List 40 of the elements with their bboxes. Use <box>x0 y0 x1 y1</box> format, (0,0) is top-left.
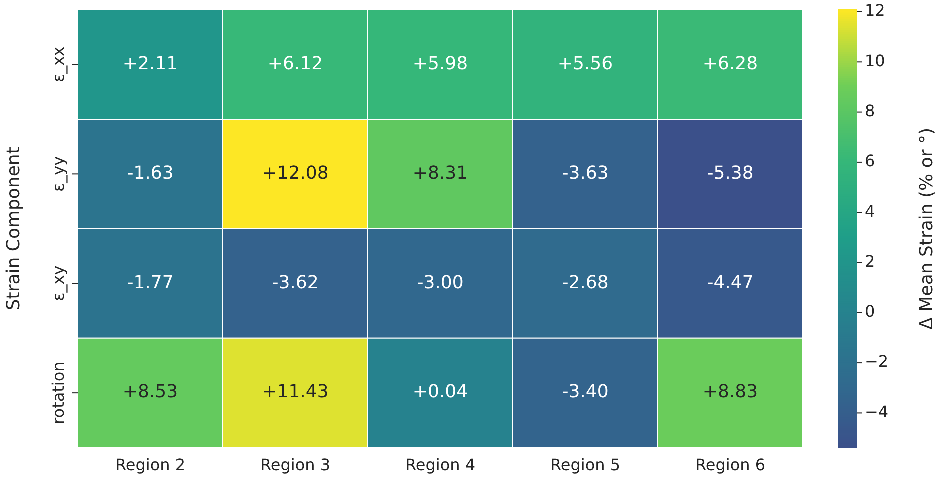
data-label: +5.98 <box>412 53 468 74</box>
data-label: +12.08 <box>262 162 329 184</box>
color-bar-label: 4 <box>865 202 876 221</box>
data-label: +6.12 <box>268 53 324 74</box>
data-label: -1.63 <box>127 162 174 184</box>
x-tick-label: Region 2 <box>115 456 186 475</box>
data-label: +8.53 <box>122 382 178 403</box>
data-label: +5.56 <box>558 53 614 74</box>
data-label: -3.40 <box>562 382 609 403</box>
color-bar-label: 0 <box>865 302 876 322</box>
y-tick-label: ε_xx <box>49 46 68 83</box>
color-bar-label: 6 <box>865 152 876 171</box>
y-tick-label: rotation <box>49 362 68 424</box>
color-bar-title: Δ Mean Strain (% or °) <box>916 128 938 330</box>
x-tick-label: Region 6 <box>695 456 766 475</box>
color-bar-label: 10 <box>865 51 886 70</box>
data-label: -4.47 <box>707 272 754 294</box>
data-label: +11.43 <box>262 382 329 403</box>
data-label: +8.31 <box>412 162 468 184</box>
y-tick-label: ε_xy <box>49 266 68 302</box>
data-label: -3.00 <box>417 272 464 294</box>
data-label: -5.38 <box>707 162 754 184</box>
color-bar-label: 2 <box>865 252 876 271</box>
data-label: -3.62 <box>272 272 319 294</box>
y-axis-title: Strain Component <box>3 147 24 311</box>
y-tick-label: ε_yy <box>49 156 68 192</box>
data-label: +0.04 <box>412 382 468 403</box>
x-tick-label: Region 5 <box>550 456 621 475</box>
data-label: +8.83 <box>702 382 758 403</box>
color-bar-label: 8 <box>865 101 876 120</box>
color-bar-label: 12 <box>865 1 886 20</box>
data-label: +6.28 <box>702 53 758 74</box>
data-label: -3.63 <box>562 162 609 184</box>
color-bar-label: −2 <box>865 352 889 372</box>
data-label: -2.68 <box>562 272 609 294</box>
x-tick-label: Region 3 <box>260 456 331 475</box>
color-bar-label: −4 <box>865 402 889 422</box>
x-tick-label: Region 4 <box>405 456 476 475</box>
data-label: +2.11 <box>122 53 178 74</box>
data-label: -1.77 <box>127 272 174 294</box>
